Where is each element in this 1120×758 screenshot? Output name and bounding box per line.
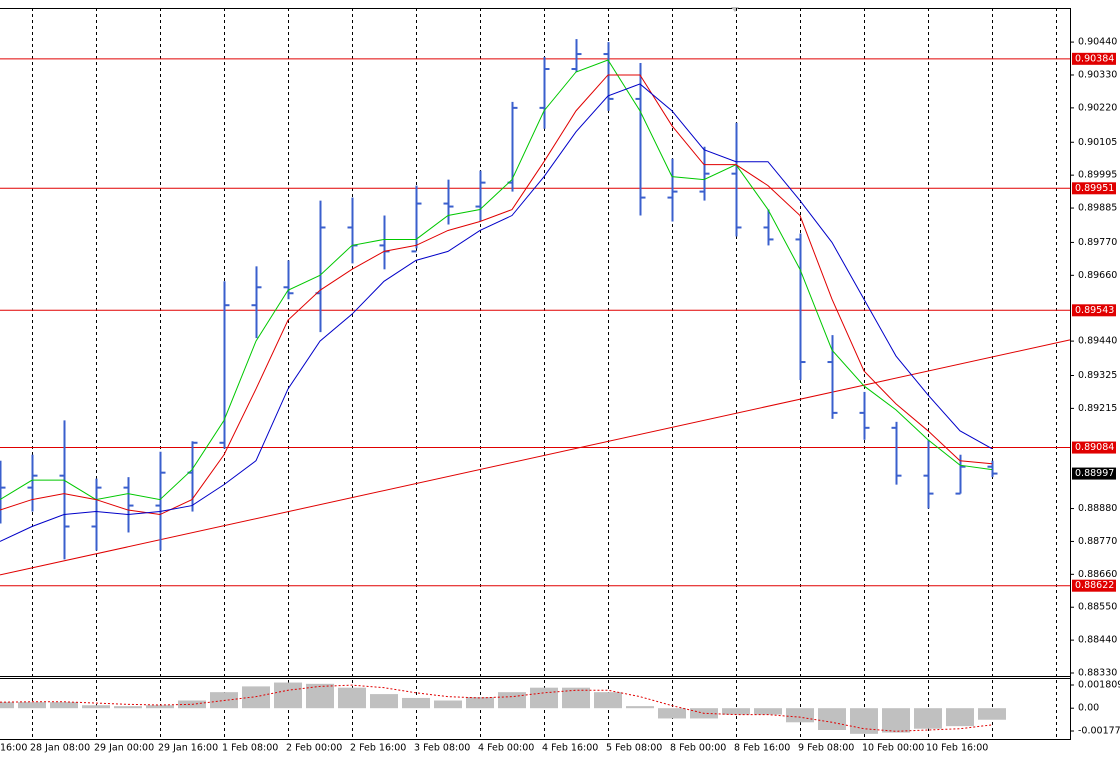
moving-average (0, 83, 993, 542)
macd-bar (498, 692, 526, 709)
x-tick-label: 28 Jan 08:00 (30, 743, 90, 754)
macd-bar (754, 708, 782, 715)
x-tick-label: 9 Feb 08:00 (798, 743, 854, 754)
x-tick-label: 4 Feb 16:00 (542, 743, 598, 754)
y-tick-label: 0.89440 (1078, 336, 1117, 347)
y-tick-label: 0.89215 (1078, 403, 1117, 414)
macd-bar (786, 708, 814, 723)
y-tick-label: 0.89885 (1078, 203, 1117, 214)
trend-line (0, 339, 1071, 576)
macd-bar (18, 702, 46, 709)
x-tick-label: 2 Feb 16:00 (350, 743, 406, 754)
y-tick-label: 0.89325 (1078, 370, 1117, 381)
y-tick-label: 0.89770 (1078, 237, 1117, 248)
macd-bar (850, 708, 878, 734)
macd-bar (242, 686, 270, 709)
level-label: 0.89084 (1075, 442, 1114, 453)
y-tick-label: 0.00 (1078, 703, 1099, 714)
level-label-box (1072, 579, 1116, 592)
y-tick-label: 0.89995 (1078, 170, 1117, 181)
macd-bar (946, 708, 974, 727)
level-label: 0.89951 (1075, 183, 1114, 194)
y-tick-label: 0.88880 (1078, 503, 1117, 514)
y-tick-label: 0.90330 (1078, 69, 1117, 80)
macd-bar (658, 708, 686, 719)
last-price-box (1072, 467, 1116, 480)
y-tick-label: 0.88440 (1078, 635, 1117, 646)
y-tick-label: -0.001778 (1078, 725, 1120, 736)
last-price-label: 0.88997 (1075, 468, 1114, 479)
macd-bar (882, 708, 910, 733)
y-tick-label: 0.001809 (1078, 680, 1120, 691)
macd-bar (914, 708, 942, 729)
macd-bar (434, 700, 462, 709)
y-tick-label: 0.88550 (1078, 602, 1117, 613)
y-tick-label: 0.90440 (1078, 37, 1117, 48)
macd-bar (466, 697, 494, 709)
macd-bar (0, 702, 14, 709)
level-label-box (1072, 52, 1116, 65)
macd-bar (818, 708, 846, 730)
macd-bar (402, 697, 430, 709)
x-tick-label: 8 Feb 16:00 (734, 743, 790, 754)
signal-line (0, 684, 993, 732)
x-tick-label: 2 Feb 00:00 (286, 743, 342, 754)
level-label-box (1072, 304, 1116, 317)
level-label: 0.88622 (1075, 580, 1114, 591)
y-tick-label: 0.88770 (1078, 536, 1117, 547)
macd-bar (114, 706, 142, 709)
macd-bar (530, 687, 558, 709)
macd-bar (594, 692, 622, 709)
macd-bar (306, 683, 334, 709)
macd-bar (370, 694, 398, 709)
x-tick-label: 5 Feb 08:00 (606, 743, 662, 754)
macd-bar (626, 706, 654, 709)
level-label: 0.89543 (1075, 305, 1114, 316)
y-tick-label: 0.89660 (1078, 270, 1117, 281)
y-tick-label: 0.90220 (1078, 102, 1117, 113)
level-label: 0.90384 (1075, 53, 1114, 64)
macd-bar (722, 708, 750, 715)
macd-bar (50, 702, 78, 709)
x-tick-label: 16:00 (0, 743, 27, 754)
macd-bar (978, 708, 1006, 720)
x-tick-label: 29 Jan 16:00 (158, 743, 218, 754)
x-tick-label: 3 Feb 08:00 (414, 743, 470, 754)
x-tick-label: 4 Feb 00:00 (478, 743, 534, 754)
y-tick-label: 0.88330 (1078, 668, 1117, 679)
level-label-box (1072, 182, 1116, 195)
moving-average (0, 59, 993, 501)
x-tick-label: 10 Feb 00:00 (862, 743, 924, 754)
y-tick-label: 0.88660 (1078, 569, 1117, 580)
macd-bar (274, 682, 302, 709)
macd-bar (338, 687, 366, 709)
macd-bar (146, 705, 174, 709)
macd-bar (562, 687, 590, 709)
moving-average (0, 74, 993, 516)
x-tick-label: 1 Feb 08:00 (222, 743, 278, 754)
macd-bar (82, 705, 110, 709)
y-tick-label: 0.90105 (1078, 137, 1117, 148)
x-tick-label: 29 Jan 00:00 (94, 743, 154, 754)
x-tick-label: 10 Feb 16:00 (926, 743, 988, 754)
x-tick-label: 8 Feb 00:00 (670, 743, 726, 754)
level-label-box (1072, 441, 1116, 454)
